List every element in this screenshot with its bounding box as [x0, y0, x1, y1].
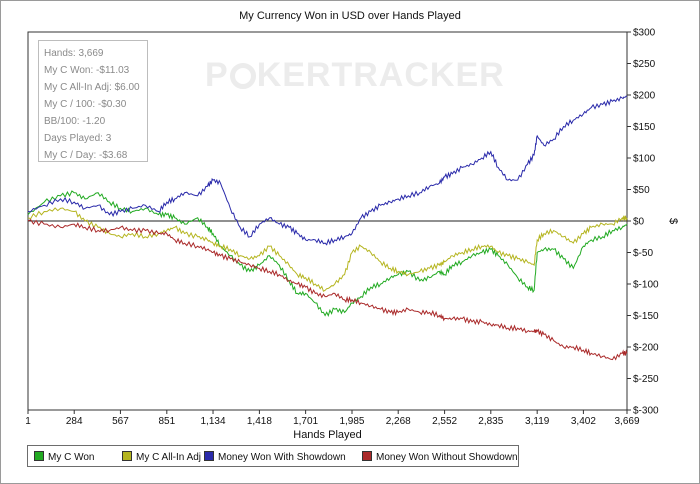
- x-tick-label: 3,402: [571, 416, 596, 427]
- y-tick-label: $-50: [633, 248, 653, 259]
- y-tick-label: $50: [633, 185, 650, 196]
- y-tick-label: $0: [633, 217, 645, 228]
- legend-swatch: [362, 451, 372, 461]
- legend-swatch: [122, 451, 132, 461]
- x-tick-label: 3,669: [614, 416, 639, 427]
- y-tick-label: $200: [633, 91, 656, 102]
- x-tick-label: 3,119: [525, 416, 550, 427]
- stat-hands: Hands: 3,669: [44, 48, 104, 59]
- x-axis-title: Hands Played: [293, 429, 362, 441]
- x-tick-label: 1,985: [339, 416, 364, 427]
- legend-swatch: [204, 451, 214, 461]
- x-tick-label: 1,418: [247, 416, 272, 427]
- legend-item-with-showdown[interactable]: Money Won With Showdown: [204, 451, 346, 463]
- stats-box: Hands: 3,669 My C Won: -$11.03 My C All-…: [38, 40, 148, 162]
- x-tick-label: 284: [66, 416, 83, 427]
- stat-bb-100: BB/100: -1.20: [44, 116, 106, 127]
- watermark-logo: P KERTRACKER: [205, 56, 505, 94]
- x-tick-label: 1,701: [293, 416, 318, 427]
- y-tick-label: $-100: [633, 280, 659, 291]
- x-tick-label: 2,268: [386, 416, 411, 427]
- series-line-2: [27, 207, 628, 292]
- y-tick-label: $-300: [633, 406, 659, 417]
- legend-item-my-c-won[interactable]: My C Won: [34, 451, 95, 463]
- chart-title: My Currency Won in USD over Hands Played: [239, 10, 461, 22]
- x-tick-label: 567: [112, 416, 129, 427]
- x-tick-label: 1: [25, 416, 31, 427]
- x-tick-label: 851: [158, 416, 175, 427]
- legend-label: Money Won With Showdown: [218, 452, 346, 463]
- series-line-4: [27, 219, 628, 361]
- y-tick-label: $-200: [633, 343, 659, 354]
- stat-won: My C Won: -$11.03: [44, 65, 130, 76]
- stat-days-played: Days Played: 3: [44, 133, 112, 144]
- x-tick-label: 1,134: [201, 416, 226, 427]
- stat-allin-adj: My C All-In Adj: $6.00: [44, 82, 140, 93]
- series-line-1: [27, 190, 628, 317]
- legend-label: My C Won: [48, 452, 95, 463]
- y-tick-label: $100: [633, 154, 656, 165]
- series-line-3: [27, 95, 628, 246]
- y-tick-label: $-150: [633, 311, 659, 322]
- y-tick-label: $300: [633, 28, 656, 39]
- legend-label: Money Won Without Showdown: [376, 452, 518, 463]
- stat-per-100: My C / 100: -$0.30: [44, 99, 127, 110]
- legend-swatch: [34, 451, 44, 461]
- y-tick-label: $-250: [633, 374, 659, 385]
- legend-item-all-in-adj[interactable]: My C All-In Adj: [122, 451, 201, 463]
- x-tick-label: 2,835: [478, 416, 503, 427]
- x-tick-label: 2,552: [432, 416, 457, 427]
- chart-legend: My C Won My C All-In Adj Money Won With …: [27, 445, 519, 467]
- stat-per-day: My C / Day: -$3.68: [44, 150, 128, 161]
- y-axis-title: $: [667, 218, 679, 224]
- y-tick-label: $150: [633, 122, 656, 133]
- legend-label: My C All-In Adj: [136, 452, 202, 463]
- y-tick-label: $250: [633, 59, 656, 70]
- legend-item-without-showdown[interactable]: Money Won Without Showdown: [362, 451, 518, 463]
